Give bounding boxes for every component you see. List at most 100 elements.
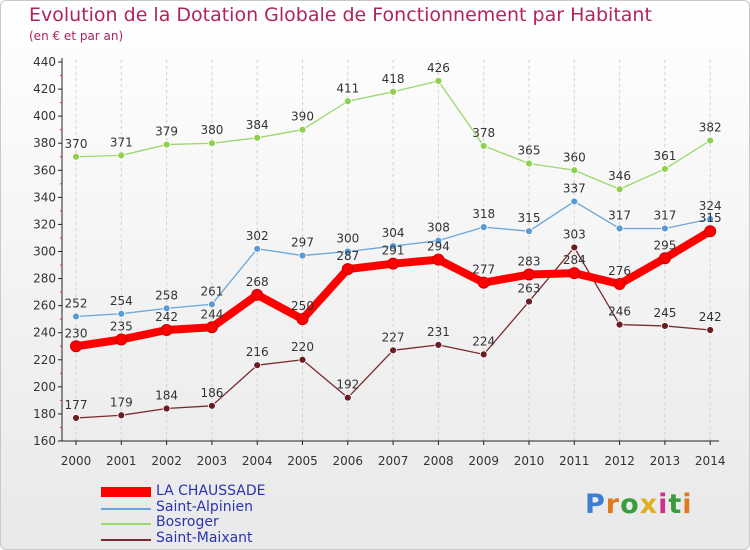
data-label-saint-alpinien-2006: 300 bbox=[336, 232, 359, 246]
data-label-saint-maixant-2006: 192 bbox=[336, 378, 359, 392]
data-label-saint-alpinien-2001: 254 bbox=[110, 294, 133, 308]
data-label-saint-maixant-2013: 245 bbox=[653, 306, 676, 320]
data-point-saint-alpinien-2000 bbox=[72, 312, 80, 321]
data-point-bosroger-2012 bbox=[615, 185, 624, 194]
legend-label-saint-maixant: Saint-Maixant bbox=[156, 530, 253, 546]
data-label-saint-maixant-2014: 242 bbox=[699, 310, 722, 324]
logo-letter: o bbox=[620, 489, 640, 520]
data-label-la-chaussade-2001: 235 bbox=[110, 319, 133, 333]
x-tick-label-2009: 2009 bbox=[468, 454, 499, 468]
data-point-bosroger-2002 bbox=[162, 140, 171, 149]
data-point-saint-maixant-2013 bbox=[661, 322, 669, 330]
data-label-bosroger-2004: 384 bbox=[246, 118, 269, 132]
y-tick-label-340: 340 bbox=[33, 190, 56, 204]
data-label-saint-maixant-2012: 246 bbox=[608, 305, 631, 319]
data-label-saint-maixant-2007: 227 bbox=[382, 330, 405, 344]
data-point-la-chaussade-2005 bbox=[296, 313, 309, 326]
data-label-la-chaussade-2007: 291 bbox=[382, 244, 405, 258]
data-point-saint-maixant-2006 bbox=[343, 393, 352, 402]
data-label-saint-alpinien-2003: 261 bbox=[200, 284, 223, 298]
y-tick-label-280: 280 bbox=[33, 272, 56, 286]
x-tick-label-2006: 2006 bbox=[333, 454, 364, 468]
y-tick-label-320: 320 bbox=[33, 217, 56, 231]
x-tick-label-2005: 2005 bbox=[287, 454, 318, 468]
y-tick-label-400: 400 bbox=[33, 109, 56, 123]
data-point-la-chaussade-2012 bbox=[613, 277, 626, 290]
data-point-saint-alpinien-2001 bbox=[117, 309, 126, 318]
data-label-la-chaussade-2012: 276 bbox=[608, 264, 631, 278]
data-label-saint-alpinien-2012: 317 bbox=[608, 208, 631, 222]
data-label-la-chaussade-2003: 244 bbox=[200, 307, 223, 321]
data-label-la-chaussade-2005: 250 bbox=[291, 299, 314, 313]
data-point-saint-alpinien-2008 bbox=[434, 236, 443, 245]
legend-swatch-saint-alpinien bbox=[101, 508, 151, 510]
data-point-saint-maixant-2000 bbox=[72, 414, 80, 422]
data-label-saint-alpinien-2009: 318 bbox=[472, 207, 495, 221]
data-label-saint-maixant-2009: 224 bbox=[472, 334, 495, 348]
data-label-la-chaussade-2014: 315 bbox=[699, 211, 722, 225]
legend-label-la-chaussade: LA CHAUSSADE bbox=[156, 483, 266, 499]
data-point-saint-alpinien-2009 bbox=[479, 223, 488, 232]
logo-letter: i bbox=[658, 489, 669, 520]
y-tick-label-180: 180 bbox=[33, 407, 56, 421]
data-point-saint-maixant-2011 bbox=[570, 243, 579, 252]
x-tick-label-2012: 2012 bbox=[604, 454, 635, 468]
data-label-saint-maixant-2004: 216 bbox=[246, 345, 269, 359]
data-label-saint-alpinien-2011: 337 bbox=[563, 181, 586, 195]
y-tick-label-300: 300 bbox=[33, 245, 56, 259]
data-label-bosroger-2002: 379 bbox=[155, 125, 178, 139]
legend-swatch-bosroger bbox=[101, 523, 151, 525]
y-tick-label-240: 240 bbox=[33, 326, 56, 340]
data-point-saint-maixant-2003 bbox=[207, 401, 216, 410]
data-point-la-chaussade-2011 bbox=[568, 267, 581, 280]
data-point-saint-alpinien-2002 bbox=[162, 304, 171, 313]
chart-title: Evolution de la Dotation Globale de Fonc… bbox=[29, 4, 652, 26]
data-point-saint-alpinien-2012 bbox=[615, 224, 624, 233]
data-label-la-chaussade-2000: 230 bbox=[65, 326, 88, 340]
legend-swatch-la-chaussade bbox=[101, 487, 151, 497]
y-tick-label-160: 160 bbox=[33, 434, 56, 448]
data-label-saint-maixant-2000: 177 bbox=[65, 398, 88, 412]
data-label-la-chaussade-2013: 295 bbox=[653, 238, 676, 252]
data-point-bosroger-2005 bbox=[298, 125, 307, 134]
data-point-saint-maixant-2012 bbox=[615, 320, 624, 329]
data-point-bosroger-2007 bbox=[389, 87, 398, 96]
data-label-bosroger-2010: 365 bbox=[518, 144, 541, 158]
data-point-la-chaussade-2003 bbox=[205, 321, 218, 334]
data-point-saint-maixant-2007 bbox=[389, 346, 398, 355]
data-label-la-chaussade-2008: 294 bbox=[427, 240, 450, 254]
data-point-bosroger-2000 bbox=[72, 152, 80, 161]
data-label-bosroger-2008: 426 bbox=[427, 61, 450, 75]
y-tick-label-360: 360 bbox=[33, 163, 56, 177]
data-point-la-chaussade-2004 bbox=[251, 288, 264, 301]
data-point-la-chaussade-2000 bbox=[70, 340, 82, 353]
data-label-bosroger-2013: 361 bbox=[653, 149, 676, 163]
x-tick-label-2010: 2010 bbox=[514, 454, 545, 468]
data-label-bosroger-2006: 411 bbox=[336, 81, 359, 95]
data-point-bosroger-2010 bbox=[525, 159, 533, 168]
data-label-saint-alpinien-2004: 302 bbox=[246, 229, 269, 243]
data-label-saint-maixant-2011: 303 bbox=[563, 227, 586, 241]
proxiti-logo: Proxiti bbox=[585, 489, 693, 520]
data-point-bosroger-2001 bbox=[117, 151, 126, 160]
data-label-bosroger-2011: 360 bbox=[563, 150, 586, 164]
data-label-la-chaussade-2006: 287 bbox=[336, 249, 359, 263]
data-point-saint-alpinien-2007 bbox=[389, 242, 398, 250]
data-point-la-chaussade-2006 bbox=[341, 263, 354, 276]
logo-letter: x bbox=[639, 489, 659, 520]
x-tick-label-2001: 2001 bbox=[106, 454, 137, 468]
x-tick-label-2011: 2011 bbox=[559, 454, 590, 468]
data-label-bosroger-2014: 382 bbox=[699, 121, 722, 135]
x-tick-label-2007: 2007 bbox=[378, 454, 409, 468]
data-label-saint-alpinien-2014: 324 bbox=[699, 199, 722, 213]
data-label-bosroger-2009: 378 bbox=[472, 126, 495, 140]
data-label-saint-alpinien-2010: 315 bbox=[518, 211, 541, 225]
data-point-saint-alpinien-2006 bbox=[343, 247, 352, 256]
data-point-saint-alpinien-2005 bbox=[298, 251, 307, 260]
x-tick-label-2008: 2008 bbox=[423, 454, 454, 468]
data-point-saint-maixant-2002 bbox=[162, 404, 171, 413]
data-label-saint-maixant-2002: 184 bbox=[155, 389, 178, 403]
data-label-saint-maixant-2010: 263 bbox=[518, 282, 541, 296]
data-point-bosroger-2011 bbox=[570, 166, 579, 175]
